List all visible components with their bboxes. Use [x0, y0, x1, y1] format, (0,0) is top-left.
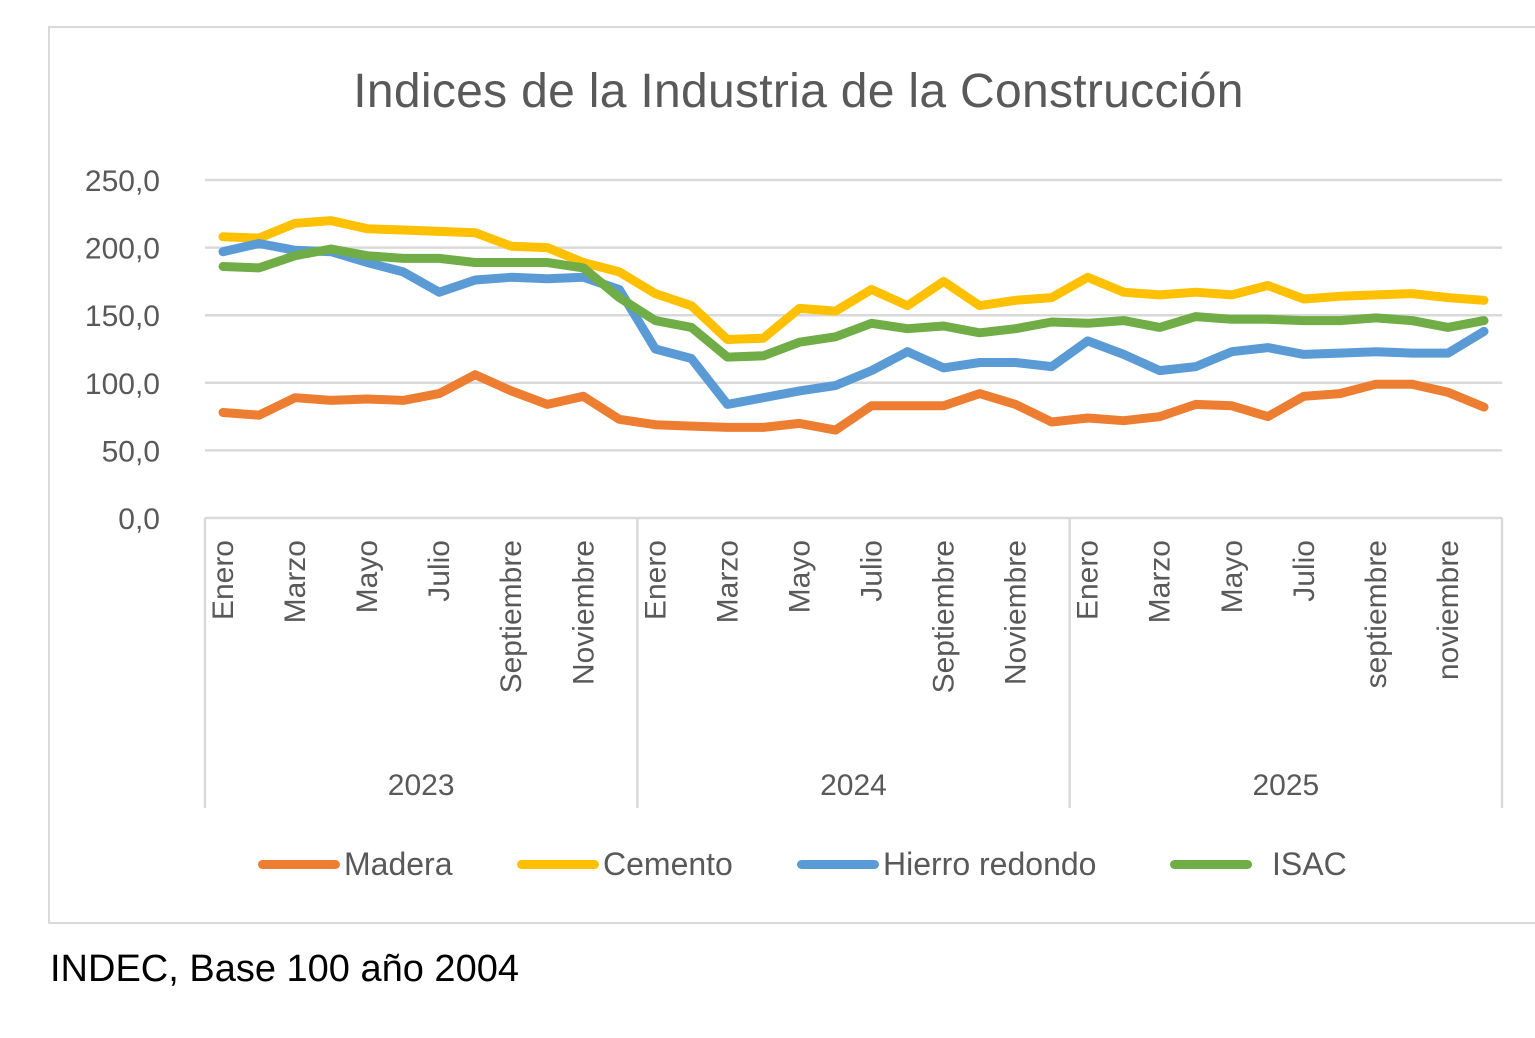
series-line-isac: [218, 244, 1489, 362]
legend-item-isac[interactable]: ISAC: [1170, 842, 1347, 886]
x-tick-label: noviembre: [1432, 540, 1465, 680]
x-tick-label: Mayo: [351, 540, 384, 613]
x-tick-label: Noviembre: [567, 540, 600, 685]
legend-swatch-cemento: [517, 859, 599, 869]
series-lines: [218, 216, 1489, 435]
x-tick-label: Mayo: [783, 540, 816, 613]
series-line-madera: [218, 370, 1489, 435]
x-tick-label: Enero: [1072, 540, 1105, 620]
legend-item-madera[interactable]: Madera: [258, 842, 453, 886]
y-tick-label: 50,0: [102, 435, 160, 468]
x-tick-label: Julio: [1288, 540, 1321, 602]
x-tick-label: septiembre: [1360, 540, 1393, 688]
x-tick-label: Julio: [423, 540, 456, 602]
x-tick-label: Septiembre: [495, 540, 528, 693]
legend: Madera Cemento Hierro redondo ISAC: [0, 842, 1535, 886]
legend-swatch-madera: [258, 859, 340, 869]
x-tick-label: Noviembre: [1000, 540, 1033, 685]
x-tick-label: Julio: [856, 540, 889, 602]
x-tick-label: Enero: [639, 540, 672, 620]
y-tick-label: 250,0: [85, 165, 160, 198]
x-tick-label: Enero: [207, 540, 240, 620]
gridlines: [205, 178, 1502, 452]
x-axis: Enero Marzo Mayo Julio Septiembre Noviembre En…: [203, 516, 1504, 808]
series-line-hierro-redondo: [218, 239, 1489, 409]
legend-label: Cemento: [603, 845, 733, 882]
x-tick-label: Mayo: [1216, 540, 1249, 613]
y-axis-ticks: 0,0 50,0 100,0 150,0 200,0 250,0: [85, 165, 160, 536]
year-label: 2024: [820, 769, 887, 802]
y-tick-label: 150,0: [85, 300, 160, 333]
legend-item-cemento[interactable]: Cemento: [517, 842, 733, 886]
legend-swatch-hierro-redondo: [797, 859, 879, 869]
x-tick-label: Septiembre: [928, 540, 961, 693]
source-note: INDEC, Base 100 año 2004: [50, 948, 519, 990]
year-label: 2025: [1252, 769, 1319, 802]
chart-frame: [48, 26, 1535, 924]
legend-swatch-isac: [1170, 859, 1252, 869]
legend-item-hierro-redondo[interactable]: Hierro redondo: [797, 842, 1096, 886]
y-tick-label: 100,0: [85, 368, 160, 401]
x-tick-label: Marzo: [711, 540, 744, 623]
y-tick-label: 200,0: [85, 233, 160, 266]
legend-label: Madera: [344, 845, 453, 882]
legend-label: Hierro redondo: [883, 845, 1097, 882]
x-tick-label: Marzo: [1144, 540, 1177, 623]
y-tick-label: 0,0: [118, 503, 160, 536]
series-line-cemento: [218, 216, 1489, 344]
chart-title: Indices de la Industria de la Construcci…: [353, 65, 1244, 118]
year-label: 2023: [388, 769, 455, 802]
x-tick-label: Marzo: [279, 540, 312, 623]
legend-label: ISAC: [1272, 845, 1347, 882]
